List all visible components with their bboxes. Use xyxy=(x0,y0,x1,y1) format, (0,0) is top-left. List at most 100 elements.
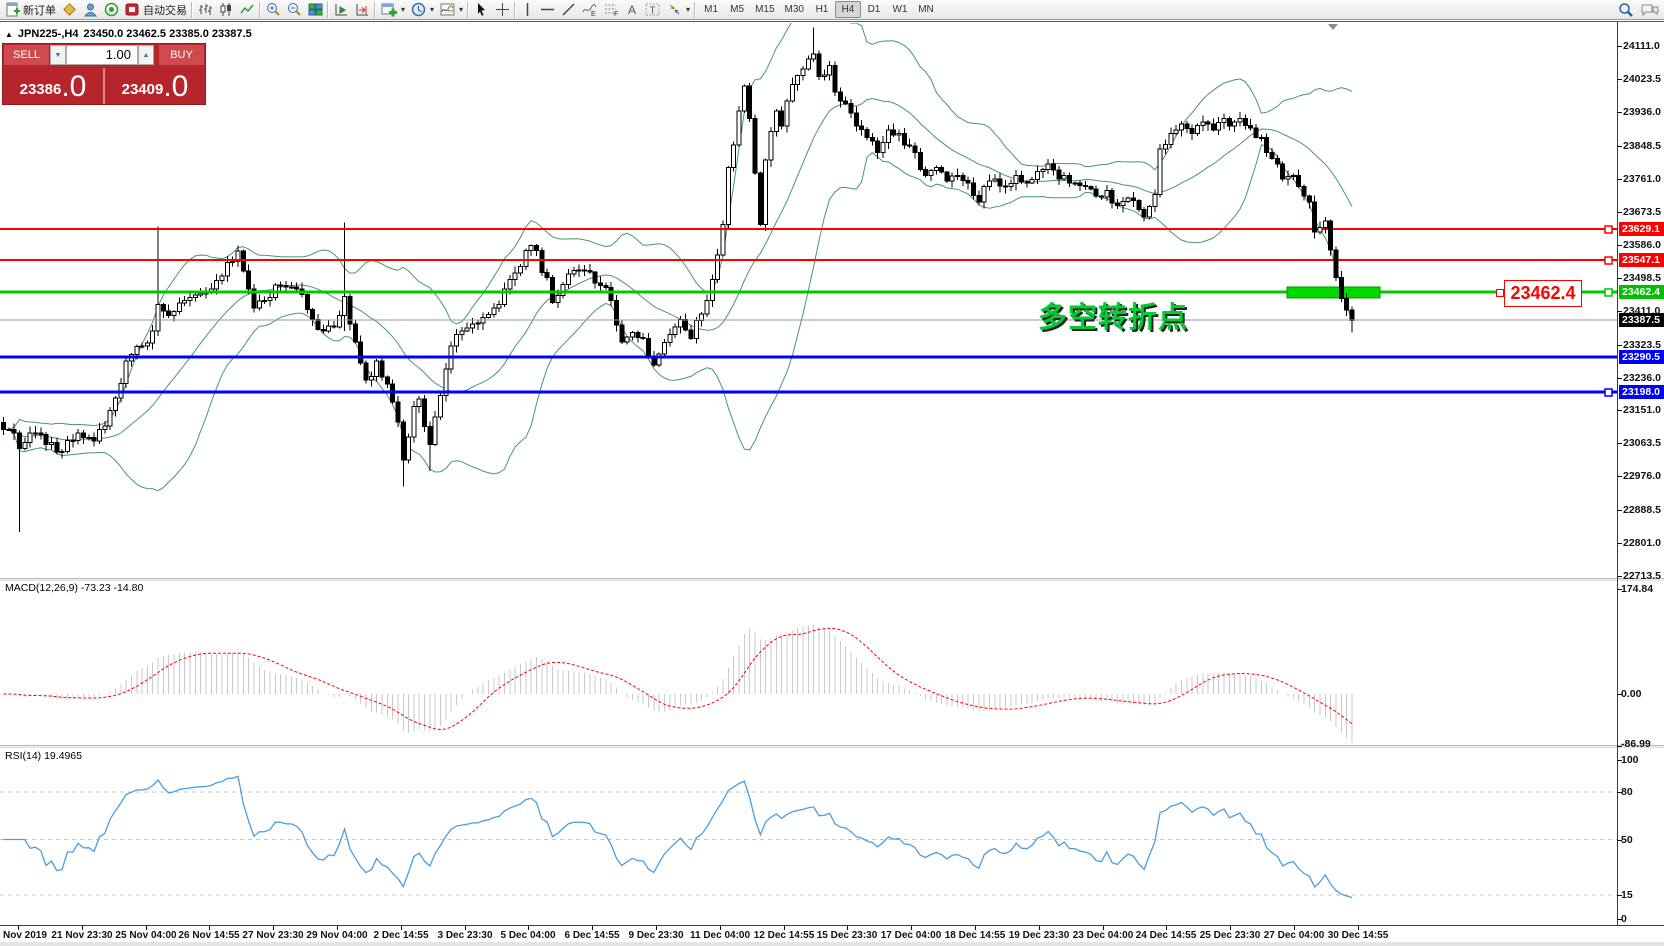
time-axis-tick xyxy=(1166,926,1167,930)
toolbar-separator xyxy=(693,1,699,18)
collapse-triangle-icon[interactable]: ▲ xyxy=(5,29,13,39)
volume-decrease-button[interactable]: ▼ xyxy=(50,45,66,65)
indicators-icon xyxy=(440,3,455,16)
time-axis-label: 18 Dec 14:55 xyxy=(944,930,1006,941)
time-axis-tick xyxy=(1039,926,1040,930)
panel-splitter[interactable] xyxy=(0,745,1664,748)
chart-area[interactable]: 24111.0 24023.5 23936.0 23848.5 23761.0 23673… xyxy=(0,21,1664,946)
bar-chart-button[interactable] xyxy=(195,1,216,19)
timeframe-button-w1[interactable]: W1 xyxy=(892,4,908,15)
price-axis-tick xyxy=(1617,179,1622,180)
fibonacci-icon: F xyxy=(605,4,618,17)
time-axis-tick xyxy=(656,926,657,930)
cursor-tool-button[interactable] xyxy=(471,1,492,19)
timeframe-button-h1[interactable]: H1 xyxy=(815,4,829,15)
price-axis-tick xyxy=(1617,146,1622,147)
price-axis-badge: 23547.1 xyxy=(1619,253,1664,267)
time-axis-tick xyxy=(975,926,976,930)
sell-price-main: 23386 xyxy=(19,81,62,98)
auto-scroll-icon xyxy=(335,4,347,16)
vertical-line-tool-button[interactable] xyxy=(518,1,537,19)
line-chart-button[interactable] xyxy=(237,1,258,19)
buy-price-button[interactable]: 23409.0 xyxy=(105,66,205,106)
price-axis-tick xyxy=(1617,443,1622,444)
time-axis-label: 26 Nov 14:55 xyxy=(178,930,240,941)
zoom-out-button[interactable] xyxy=(284,1,305,19)
sell-price-button[interactable]: 23386.0 xyxy=(3,66,103,106)
timeframe-button-mn[interactable]: MN xyxy=(918,4,934,15)
bollinger-bands xyxy=(3,23,1353,492)
price-axis-badge: 23198.0 xyxy=(1619,385,1664,399)
timeframe-button-m1[interactable]: M1 xyxy=(704,4,719,15)
timeframe-button-d1[interactable]: D1 xyxy=(867,4,881,15)
tile-windows-button[interactable] xyxy=(305,1,326,19)
price-panel[interactable] xyxy=(0,23,1617,578)
new-chart-button[interactable]: ▾ xyxy=(378,1,408,19)
candlestick-chart-button[interactable] xyxy=(216,1,237,19)
trendline-tool-button[interactable] xyxy=(558,1,579,19)
volume-input[interactable]: 1.00 xyxy=(66,45,138,65)
candlestick-series xyxy=(1,27,1355,532)
time-axis-label: 25 Nov 04:00 xyxy=(115,930,177,941)
buy-button[interactable]: BUY xyxy=(159,45,204,65)
navigator-button[interactable] xyxy=(80,1,101,19)
timeframe-button-m30[interactable]: M30 xyxy=(784,4,804,15)
macd-panel[interactable] xyxy=(0,579,1617,745)
timeframe-button-m5[interactable]: M5 xyxy=(730,4,745,15)
sell-button[interactable]: SELL xyxy=(4,45,49,65)
symbol-search-icon[interactable] xyxy=(1618,2,1634,18)
autotrading-button[interactable]: 自动交易 xyxy=(122,1,190,19)
periods-clock-icon xyxy=(411,2,426,17)
time-axis-label: 21 Nov 23:30 xyxy=(51,930,113,941)
chat-icon[interactable] xyxy=(1640,2,1660,18)
sell-price-pips: .0 xyxy=(61,70,87,103)
volume-increase-button[interactable]: ▲ xyxy=(138,45,154,65)
timeframe-button-m15[interactable]: M15 xyxy=(755,4,775,15)
chart-shift-icon xyxy=(356,4,368,16)
price-callout-label[interactable]: 23462.4 xyxy=(1504,280,1582,307)
time-axis-label: 23 Dec 04:00 xyxy=(1072,930,1134,941)
highlight-rect[interactable] xyxy=(1286,286,1381,299)
panel-splitter[interactable] xyxy=(0,578,1664,581)
rsi-panel[interactable] xyxy=(0,748,1617,925)
market-watch-icon xyxy=(63,3,76,16)
indicators-button[interactable]: ▾ xyxy=(437,1,466,19)
strategy-tester-button[interactable] xyxy=(101,1,122,19)
macd-axis-tick xyxy=(1617,746,1622,747)
timeframe-button-h4[interactable]: H4 xyxy=(834,1,861,18)
text-label-tool-button[interactable]: T xyxy=(642,1,664,19)
arrows-tool-button[interactable]: ▾ xyxy=(664,1,693,19)
periods-button[interactable]: ▾ xyxy=(408,1,437,19)
crosshair-tool-button[interactable] xyxy=(492,1,513,19)
price-axis-label: 24111.0 xyxy=(1623,40,1660,52)
equidistant-channel-tool-button[interactable]: E xyxy=(579,1,601,19)
time-axis-label: 24 Dec 14:55 xyxy=(1135,930,1197,941)
time-axis-tick xyxy=(847,926,848,930)
zoom-in-icon xyxy=(267,3,280,16)
zoom-in-button[interactable] xyxy=(263,1,284,19)
vertical-line-icon xyxy=(526,3,529,16)
new-order-button[interactable]: 新订单 xyxy=(2,1,59,19)
auto-scroll-button[interactable] xyxy=(331,1,352,19)
chart-annotation-text[interactable]: 多空转折点 xyxy=(1038,302,1189,334)
fibonacci-tool-button[interactable]: F xyxy=(601,1,623,19)
price-axis-badge: 23290.5 xyxy=(1619,350,1664,364)
price-axis-label: 23151.0 xyxy=(1623,404,1661,416)
chart-shift-marker-icon[interactable] xyxy=(1328,24,1338,30)
time-axis-label: 9 Dec 23:30 xyxy=(628,930,684,941)
price-axis-label: 23236.0 xyxy=(1623,372,1661,384)
text-tool-button[interactable]: A xyxy=(623,1,642,19)
time-axis-label: 25 Dec 23:30 xyxy=(1199,930,1261,941)
up-arrow-icon: ▲ xyxy=(142,51,150,59)
dropdown-arrow-icon: ▾ xyxy=(686,5,691,14)
svg-text:E: E xyxy=(591,11,596,17)
svg-text:A: A xyxy=(628,3,636,17)
chart-shift-button[interactable] xyxy=(352,1,373,19)
horizontal-line-tool-button[interactable] xyxy=(537,1,558,19)
callout-handle[interactable] xyxy=(1496,289,1504,297)
price-axis-tick xyxy=(1617,576,1622,577)
market-watch-button[interactable] xyxy=(59,1,80,19)
price-axis-label: 24023.5 xyxy=(1623,73,1661,85)
